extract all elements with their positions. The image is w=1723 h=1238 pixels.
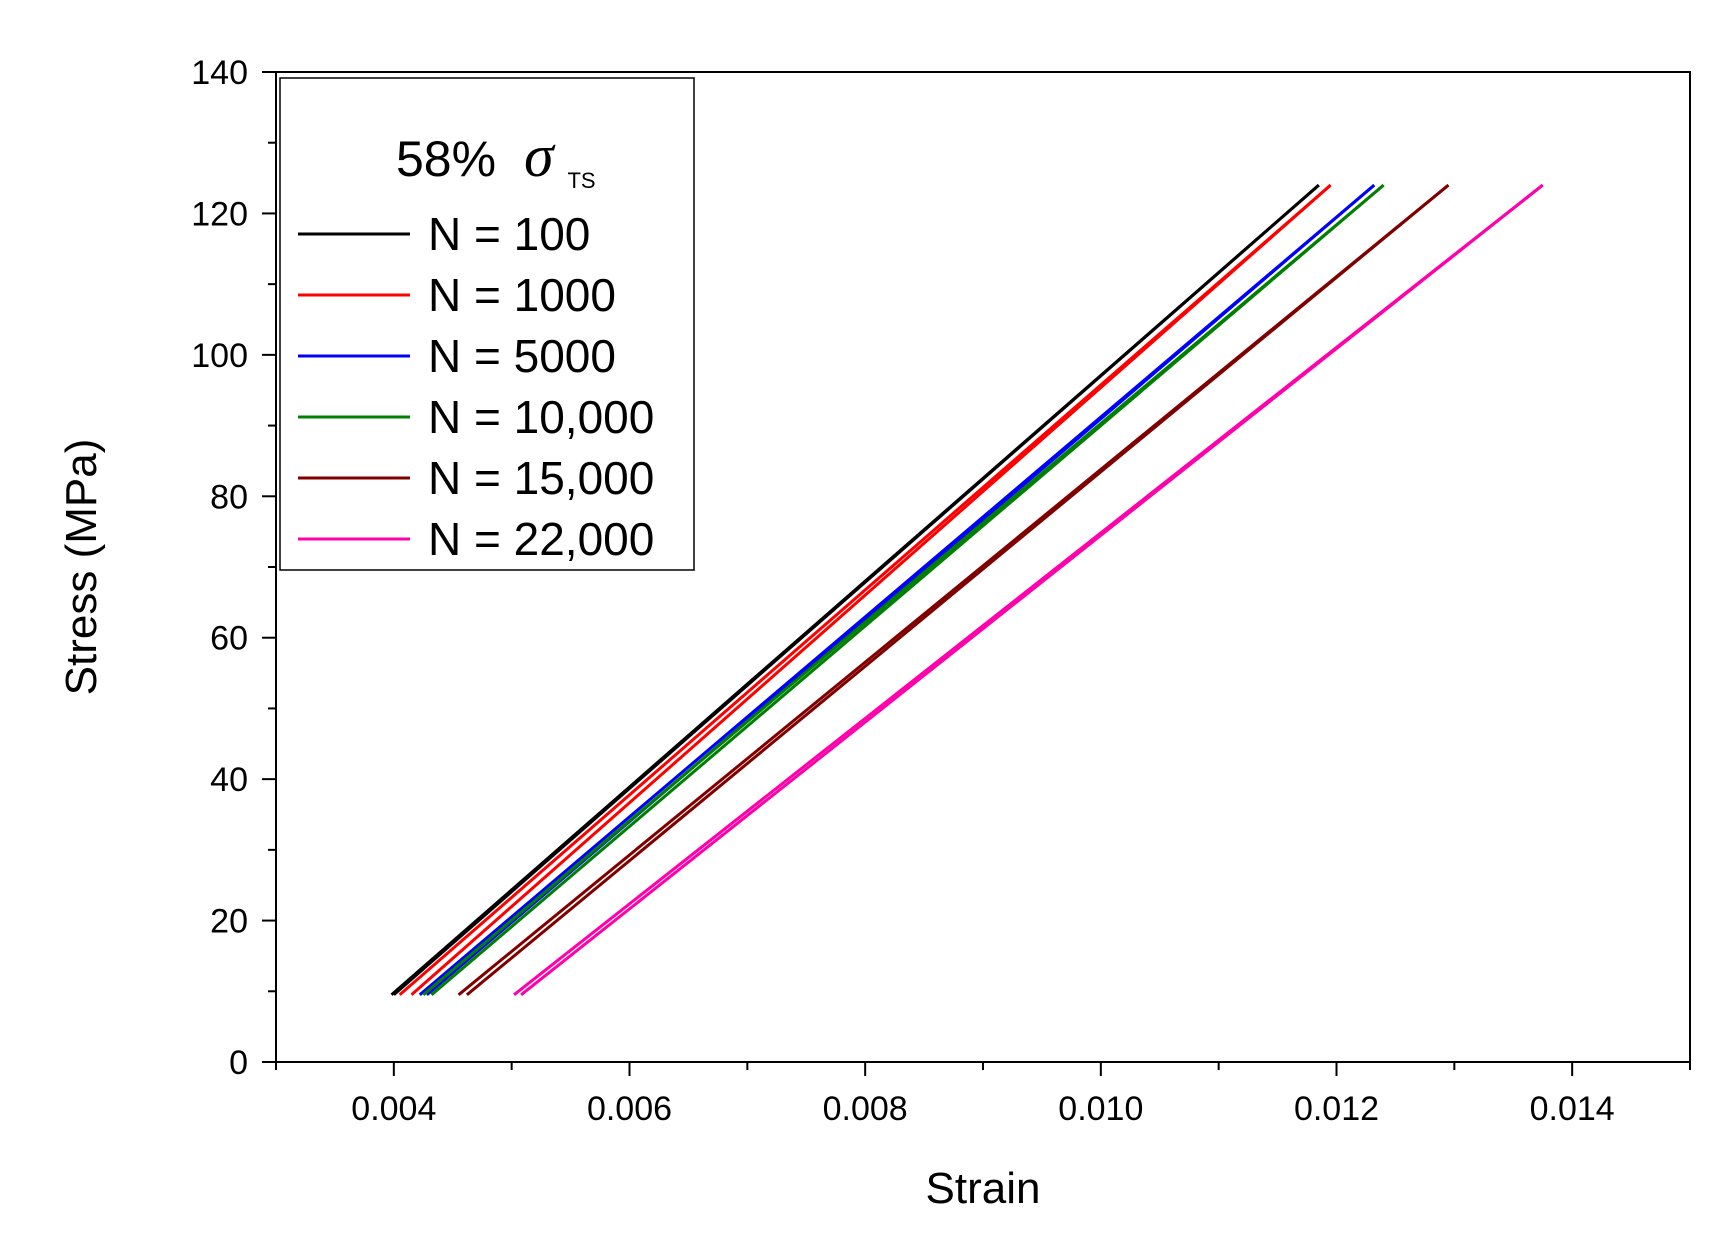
- legend: 58% σ TS N = 100 N = 1000 N = 5000 N = 10,0…: [279, 77, 695, 571]
- legend-label: N = 100: [428, 208, 590, 260]
- x-axis-title: Strain: [926, 1164, 1041, 1213]
- x-axis: 0.004 0.006 0.008 0.010 0.012 0.014: [275, 1062, 1691, 1128]
- x-tick-label: 0.004: [351, 1090, 436, 1128]
- series-4-unloading-line: [465, 183, 1450, 996]
- curves-layer: [390, 183, 1544, 996]
- y-tick-label: 80: [210, 478, 248, 516]
- legend-label: N = 22,000: [428, 513, 654, 565]
- legend-label: N = 1000: [428, 269, 616, 321]
- x-tick-label: 0.014: [1530, 1090, 1615, 1128]
- legend-box: [279, 77, 695, 571]
- series-3-unloading-line: [430, 183, 1385, 996]
- y-tick-label: 100: [191, 337, 248, 375]
- legend-label: N = 5000: [428, 330, 616, 382]
- y-tick-label: 0: [229, 1044, 248, 1082]
- legend-title: 58% σ TS: [396, 123, 596, 193]
- x-tick-label: 0.006: [587, 1090, 672, 1128]
- legend-entries: N = 100 N = 1000 N = 5000 N = 10,000 N = 15,…: [298, 208, 654, 565]
- y-tick-label: 140: [191, 54, 248, 92]
- x-tick-label: 0.010: [1058, 1090, 1143, 1128]
- series-0-unloading-line: [392, 183, 1320, 996]
- legend-label: N = 15,000: [428, 452, 654, 504]
- y-tick-label: 120: [191, 195, 248, 233]
- series-5-unloading-line: [520, 183, 1544, 996]
- y-tick-label: 40: [210, 761, 248, 799]
- y-tick-label: 60: [210, 620, 248, 658]
- series-1-unloading-line: [410, 183, 1332, 996]
- x-tick-label: 0.012: [1294, 1090, 1379, 1128]
- y-tick-label: 20: [210, 903, 248, 941]
- y-axis: 0 20 40 60 80 100 120 140: [191, 54, 276, 1082]
- legend-label: N = 10,000: [428, 391, 654, 443]
- x-tick-label: 0.008: [823, 1090, 908, 1128]
- y-axis-title: Stress (MPa): [57, 439, 106, 696]
